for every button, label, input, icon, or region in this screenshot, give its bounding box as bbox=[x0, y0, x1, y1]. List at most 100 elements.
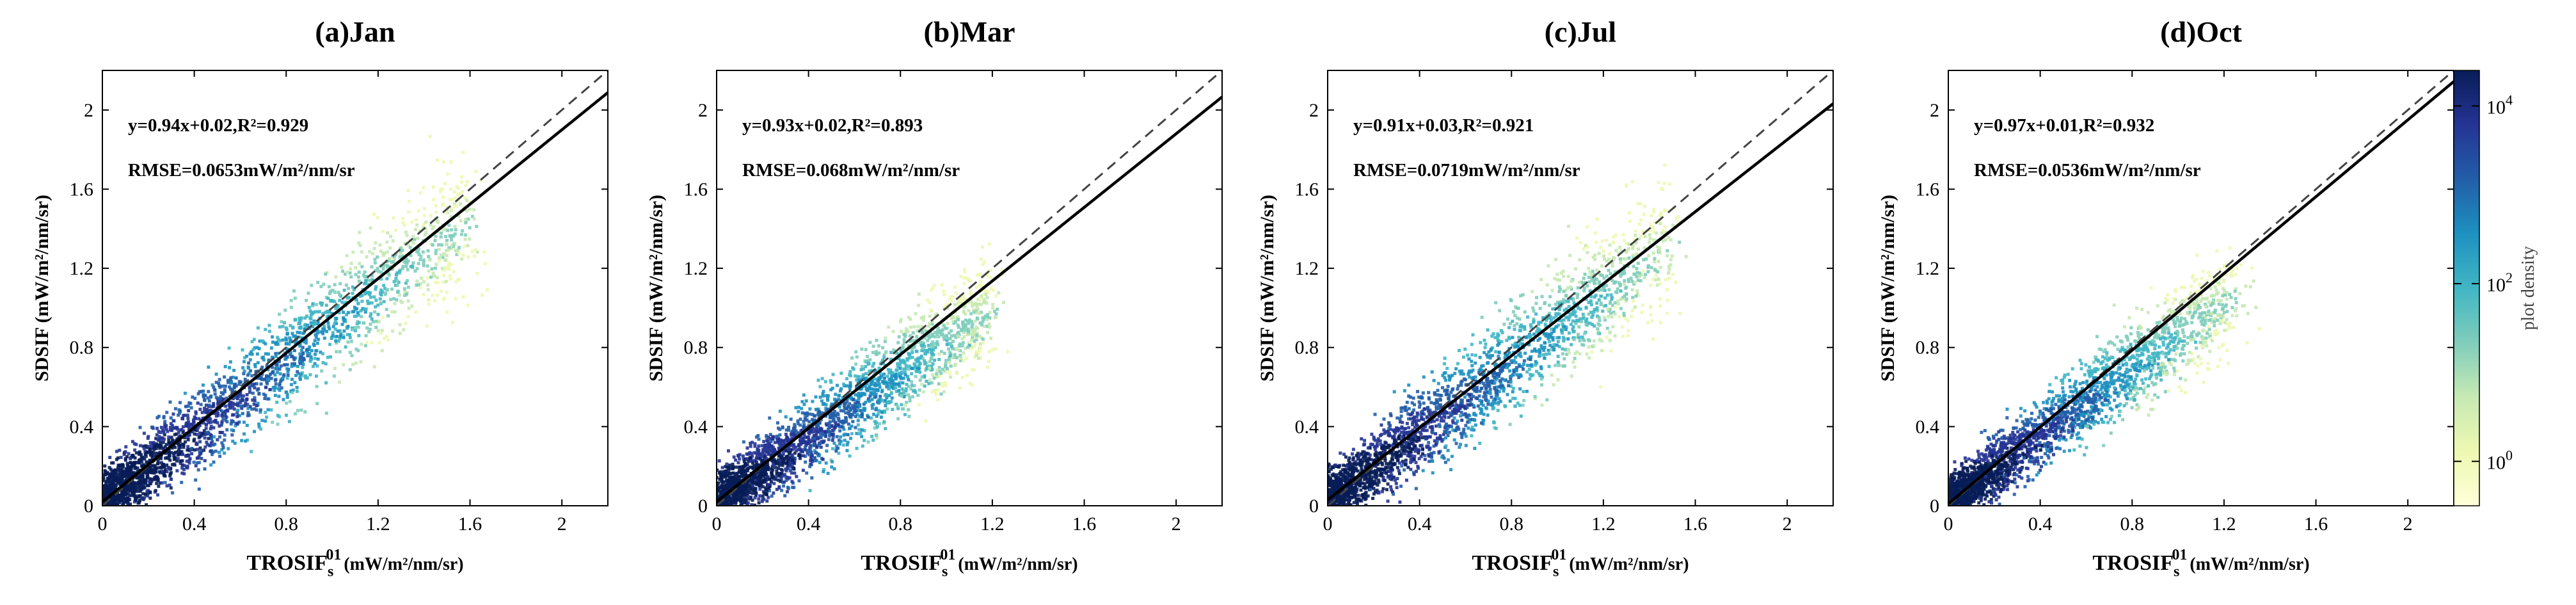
y-tick-label: 2 bbox=[1309, 100, 1319, 121]
rmse-label: RMSE=0.0719mW/m²/nm/sr bbox=[1353, 160, 1580, 181]
y-tick-label: 2 bbox=[1930, 100, 1939, 121]
panel-4: 0 0.4 0.8 1.2 1.6 2 0 0.4 0.8 1.2 1.6 2 (d)Oct y=0.97… bbox=[1877, 15, 2455, 580]
x-axis-label-subscript: s bbox=[1553, 563, 1559, 580]
x-axis-label-superscript: 01 bbox=[326, 547, 341, 563]
x-axis-label: TROSIFs01 (mW/m²/nm/sr) bbox=[246, 547, 463, 580]
x-tick-label: 0.4 bbox=[182, 513, 207, 535]
y-tick-label: 0.4 bbox=[684, 416, 708, 437]
x-axis-label-subscript: s bbox=[328, 563, 333, 580]
y-tick-label: 1.6 bbox=[70, 179, 94, 200]
x-tick-label: 0 bbox=[1944, 513, 1953, 535]
x-tick-label: 0.8 bbox=[1500, 513, 1524, 535]
rmse-label: RMSE=0.0536mW/m²/nm/sr bbox=[1974, 160, 2201, 181]
x-tick-label: 0.4 bbox=[797, 513, 821, 535]
x-tick-label: 0 bbox=[712, 513, 722, 535]
x-tick-label: 0.4 bbox=[1408, 513, 1432, 535]
y-tick-label: 0 bbox=[1930, 496, 1939, 517]
x-axis-label: TROSIFs01 (mW/m²/nm/sr) bbox=[2092, 547, 2309, 580]
regression-equation: y=0.94x+0.02,R²=0.929 bbox=[128, 115, 308, 136]
y-tick-label: 0.8 bbox=[684, 337, 708, 359]
density-points bbox=[1328, 163, 1688, 506]
regression-equation: y=0.91x+0.03,R²=0.921 bbox=[1353, 115, 1534, 136]
y-tick-label: 1.2 bbox=[1916, 258, 1940, 279]
plot-area-frame bbox=[716, 70, 1223, 506]
x-tick-label: 0.4 bbox=[2028, 513, 2053, 535]
plot-area-frame bbox=[102, 70, 608, 506]
one-to-one-line bbox=[1327, 69, 1834, 507]
y-tick-label: 1.6 bbox=[1295, 179, 1319, 200]
panel-title: (a)Jan bbox=[315, 15, 395, 48]
fit-line bbox=[101, 91, 609, 503]
y-tick-label: 1.2 bbox=[684, 258, 708, 279]
panel-title: (d)Oct bbox=[2160, 15, 2242, 48]
y-axis-label: SDSIF (mW/m²/nm/sr) bbox=[646, 195, 667, 382]
y-tick-label: 0.4 bbox=[1295, 416, 1319, 437]
colorbar-tick-label: 100 bbox=[2486, 448, 2513, 474]
y-tick-label: 0 bbox=[698, 496, 708, 517]
colorbar-tick-label: 102 bbox=[2486, 270, 2513, 296]
x-axis-label: TROSIFs01 (mW/m²/nm/sr) bbox=[1472, 547, 1689, 580]
y-tick-label: 0.8 bbox=[70, 337, 94, 359]
y-tick-label: 0.8 bbox=[1916, 337, 1940, 359]
one-to-one-line bbox=[1948, 69, 2454, 507]
x-tick-label: 1.6 bbox=[1072, 513, 1097, 535]
regression-equation: y=0.93x+0.02,R²=0.893 bbox=[742, 115, 923, 136]
fit-line bbox=[1947, 80, 2455, 505]
rmse-label: RMSE=0.0653mW/m²/nm/sr bbox=[128, 160, 355, 181]
plot-area-frame bbox=[1327, 70, 1834, 506]
y-tick-label: 0.4 bbox=[70, 416, 94, 437]
colorbar-bar bbox=[2453, 70, 2480, 506]
x-tick-label: 1.2 bbox=[1591, 513, 1616, 535]
x-tick-label: 1.2 bbox=[980, 513, 1005, 535]
x-tick-label: 0 bbox=[98, 513, 107, 535]
x-axis-label-subscript: s bbox=[942, 563, 948, 580]
one-to-one-line bbox=[716, 69, 1223, 507]
x-tick-label: 1.6 bbox=[2304, 513, 2328, 535]
y-axis-label: SDSIF (mW/m²/nm/sr) bbox=[1257, 195, 1278, 382]
x-tick-label: 1.6 bbox=[1683, 513, 1708, 535]
x-tick-label: 1.6 bbox=[458, 513, 482, 535]
density-points bbox=[1948, 246, 2261, 506]
rmse-label: RMSE=0.068mW/m²/nm/sr bbox=[742, 160, 960, 181]
y-axis-label: SDSIF (mW/m²/nm/sr) bbox=[1877, 195, 1898, 382]
fit-line bbox=[1326, 102, 1834, 501]
x-tick-label: 0.8 bbox=[2120, 513, 2145, 535]
x-axis-label-superscript: 01 bbox=[2172, 547, 2187, 563]
y-tick-label: 2 bbox=[84, 100, 93, 121]
colorbar: 100 102 104 plot density bbox=[2453, 70, 2538, 506]
y-tick-label: 1.2 bbox=[70, 258, 94, 279]
x-tick-label: 2 bbox=[1172, 513, 1181, 535]
x-axis-label-subscript: s bbox=[2174, 563, 2179, 580]
panel-3: 0 0.4 0.8 1.2 1.6 2 0 0.4 0.8 1.2 1.6 2 (c)Jul y=0.91… bbox=[1257, 15, 1834, 580]
density-points bbox=[102, 134, 489, 506]
y-tick-label: 2 bbox=[698, 100, 708, 121]
x-axis-label: TROSIFs01 (mW/m²/nm/sr) bbox=[861, 547, 1077, 580]
colorbar-label: plot density bbox=[2518, 246, 2538, 330]
y-tick-label: 0.4 bbox=[1916, 416, 1940, 437]
x-tick-label: 0 bbox=[1323, 513, 1333, 535]
regression-equation: y=0.97x+0.01,R²=0.932 bbox=[1974, 115, 2154, 136]
y-tick-label: 0 bbox=[84, 496, 93, 517]
x-tick-label: 0.8 bbox=[274, 513, 299, 535]
y-tick-label: 1.6 bbox=[1916, 179, 1940, 200]
x-axis-label-superscript: 01 bbox=[940, 547, 955, 563]
y-tick-label: 0 bbox=[1309, 496, 1319, 517]
x-tick-label: 2 bbox=[1783, 513, 1792, 535]
panel-2: 0 0.4 0.8 1.2 1.6 2 0 0.4 0.8 1.2 1.6 2 (b)Mar y=0.93… bbox=[646, 15, 1223, 580]
fit-line bbox=[715, 95, 1223, 503]
colorbar-tick-label: 104 bbox=[2486, 92, 2513, 118]
y-axis-label: SDSIF (mW/m²/nm/sr) bbox=[31, 195, 52, 382]
x-tick-label: 2 bbox=[557, 513, 567, 535]
y-tick-label: 1.2 bbox=[1295, 258, 1319, 279]
x-tick-label: 0.8 bbox=[889, 513, 913, 535]
x-axis-label-superscript: 01 bbox=[1551, 547, 1566, 563]
panel-title: (b)Mar bbox=[923, 15, 1015, 48]
x-tick-label: 1.2 bbox=[2212, 513, 2236, 535]
y-tick-label: 0.8 bbox=[1295, 337, 1319, 359]
y-tick-label: 1.6 bbox=[684, 179, 708, 200]
x-tick-label: 2 bbox=[2403, 513, 2413, 535]
one-to-one-line bbox=[102, 69, 608, 507]
panel-title: (c)Jul bbox=[1545, 15, 1616, 48]
panel-1: 0 0.4 0.8 1.2 1.6 2 0 0.4 0.8 1.2 1.6 2 (a)Jan y=0.94… bbox=[31, 15, 609, 580]
